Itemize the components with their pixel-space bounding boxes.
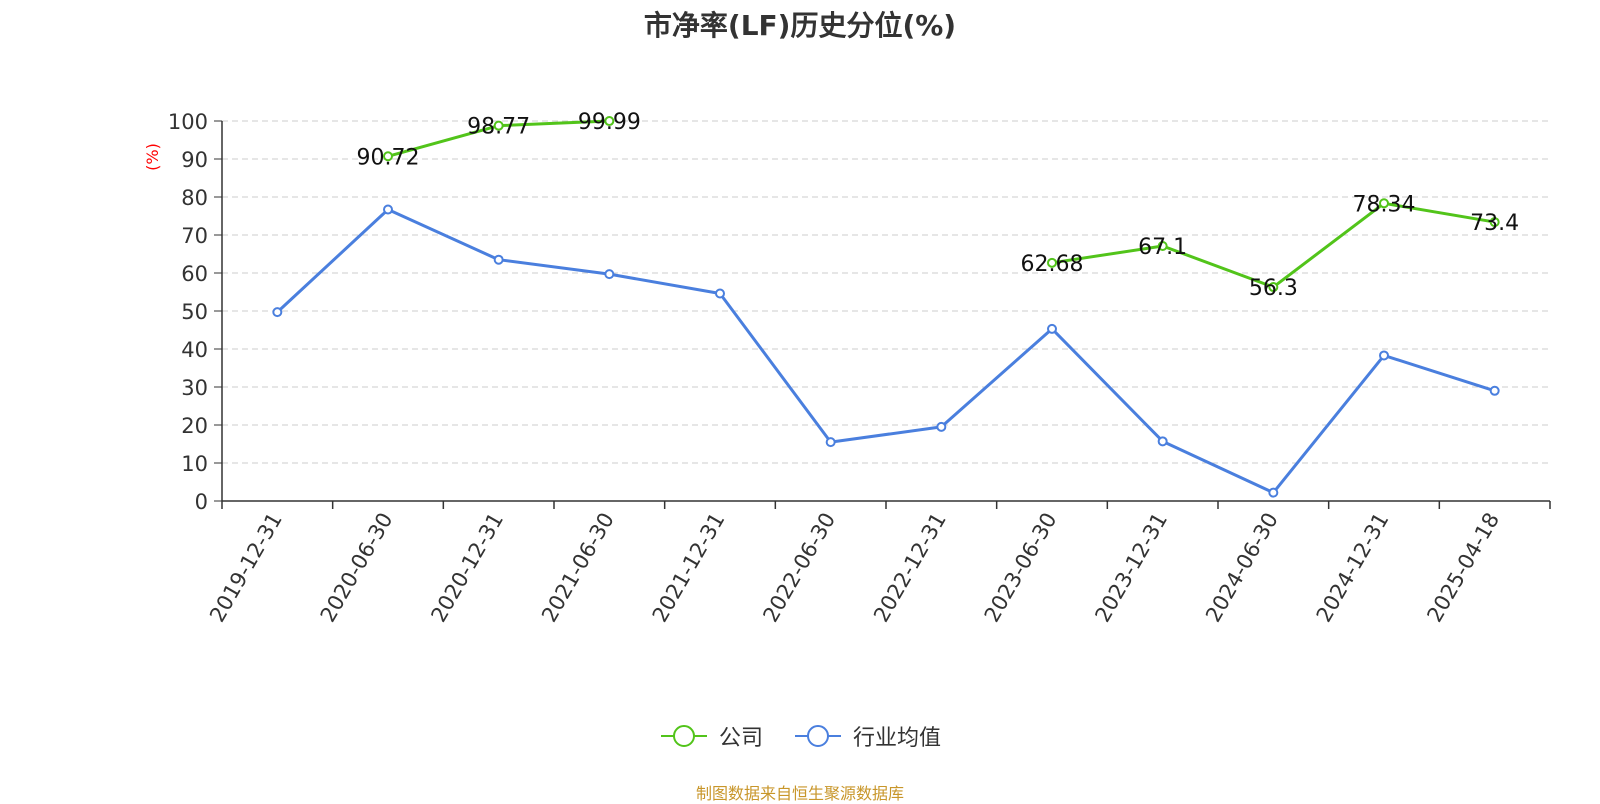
y-tick-label: 100 <box>168 110 208 134</box>
data-point-company <box>1489 217 1500 228</box>
data-source-note: 制图数据来自恒生聚源数据库 <box>695 784 904 803</box>
y-axis-label: (%) <box>143 143 162 171</box>
data-point-industry <box>604 269 615 280</box>
data-point-company <box>493 120 504 131</box>
x-tick-label: 2021-06-30 <box>537 509 619 627</box>
y-tick-label: 60 <box>181 262 208 286</box>
x-tick-label: 2025-04-18 <box>1422 509 1504 627</box>
x-tick-label: 2022-06-30 <box>758 509 840 627</box>
data-point-company <box>1157 241 1168 252</box>
data-label-company: 67.1 <box>1138 235 1187 260</box>
x-tick-label: 2023-12-31 <box>1090 509 1172 627</box>
y-tick-label: 90 <box>181 148 208 172</box>
data-label-company: 90.72 <box>357 145 420 170</box>
y-tick-label: 0 <box>195 490 208 514</box>
data-label-company: 98.77 <box>467 115 530 140</box>
data-point-industry <box>493 254 504 265</box>
x-tick-label: 2019-12-31 <box>205 509 287 627</box>
data-point-industry <box>825 437 836 448</box>
y-tick-label: 70 <box>181 224 208 248</box>
data-point-industry <box>1157 436 1168 447</box>
data-label-company: 73.4 <box>1470 211 1519 236</box>
x-tick-label: 2024-06-30 <box>1201 509 1283 627</box>
y-tick-label: 30 <box>181 376 208 400</box>
y-tick-label: 40 <box>181 338 208 362</box>
legend-company-marker-icon <box>660 725 707 747</box>
data-label-company: 56.3 <box>1249 276 1298 301</box>
legend-item-industry[interactable]: 行业均值 <box>793 720 941 752</box>
data-point-industry <box>1268 487 1279 498</box>
y-tick-label: 10 <box>181 452 208 476</box>
data-label-company: 99.99 <box>578 110 641 135</box>
x-tick-label: 2023-06-30 <box>980 509 1062 627</box>
y-tick-label: 20 <box>181 414 208 438</box>
data-point-company <box>1379 198 1389 209</box>
y-tick-label: 80 <box>181 186 208 210</box>
data-point-company <box>1268 282 1279 293</box>
legend-item-company[interactable]: 公司 <box>659 720 763 752</box>
series-line-industry <box>276 208 1496 495</box>
data-point-industry <box>1379 350 1389 361</box>
data-point-company <box>383 151 393 162</box>
x-tick-label: 2020-12-31 <box>426 508 508 626</box>
data-label-company: 62.68 <box>1021 252 1084 277</box>
x-tick-label: 2021-12-31 <box>648 509 730 627</box>
legend: 公司 行业均值 <box>0 720 1600 752</box>
data-point-industry <box>936 421 947 432</box>
series-line-company <box>1051 201 1495 289</box>
x-tick-label: 2024-12-31 <box>1312 509 1394 627</box>
data-label-company: 78.34 <box>1353 192 1416 217</box>
chart-title: 市净率(LF)历史分位(%) <box>643 9 957 42</box>
data-point-company <box>604 116 615 127</box>
x-tick-label: 2022-12-31 <box>869 508 951 626</box>
data-point-industry <box>272 307 283 318</box>
data-point-industry <box>383 204 393 215</box>
legend-label-company: 公司 <box>718 726 763 751</box>
data-point-industry <box>1047 323 1057 334</box>
legend-industry-marker-icon <box>795 725 841 747</box>
legend-label-industry: 行业均值 <box>853 726 942 751</box>
data-point-industry <box>715 288 725 299</box>
data-point-company <box>1047 257 1057 268</box>
data-point-industry <box>1489 385 1500 396</box>
y-tick-label: 50 <box>181 300 208 324</box>
x-tick-label: 2020-06-30 <box>316 509 398 627</box>
